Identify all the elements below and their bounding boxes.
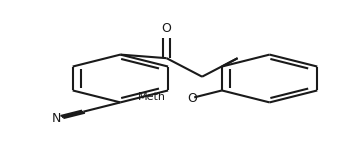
Text: N: N bbox=[52, 112, 61, 125]
Text: O: O bbox=[161, 22, 171, 35]
Text: Meth: Meth bbox=[138, 92, 166, 102]
Text: O: O bbox=[188, 92, 197, 106]
